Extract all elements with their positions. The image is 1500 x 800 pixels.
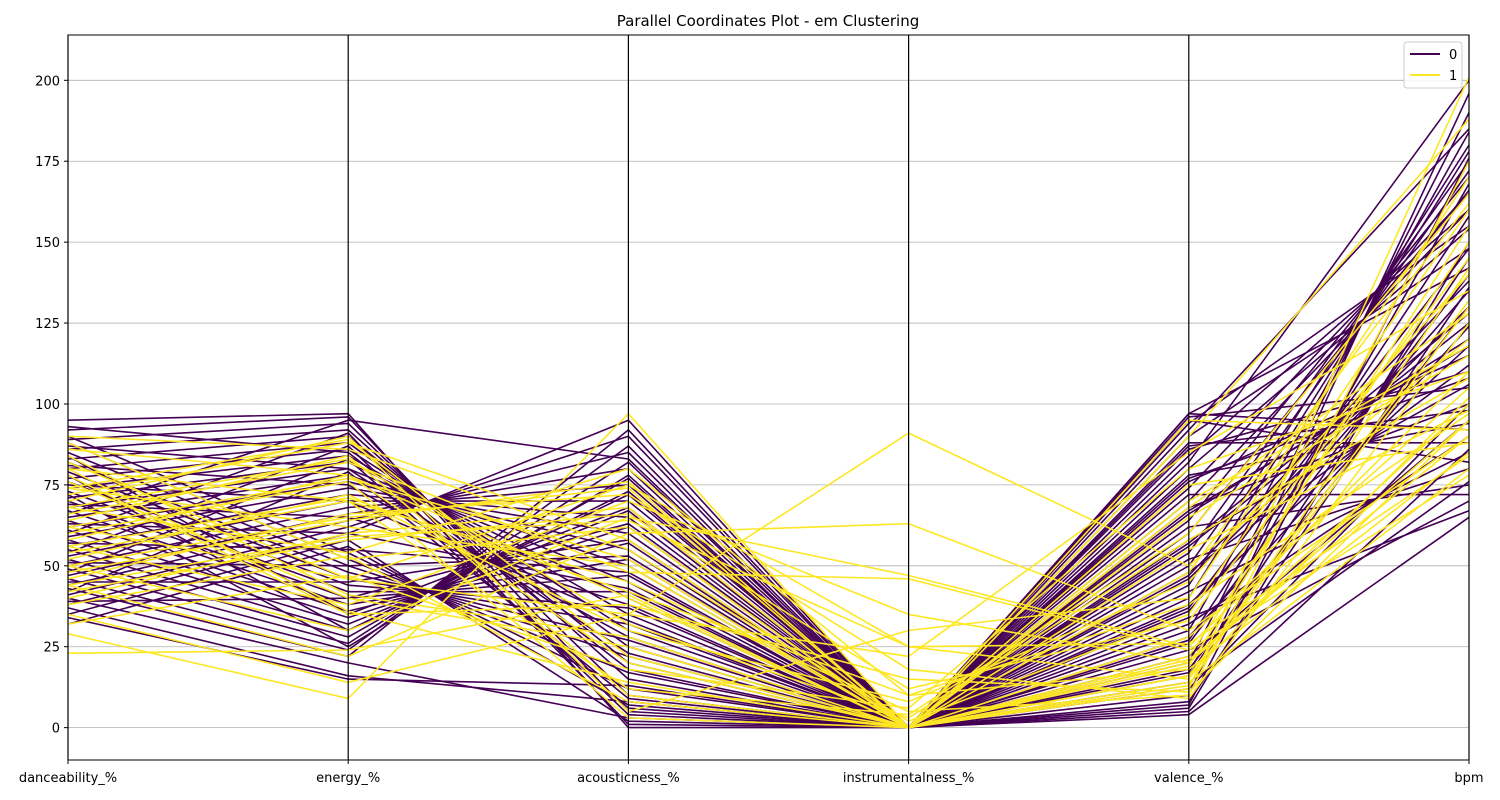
series-0-line	[67, 338, 1470, 729]
x-tick-label: bpm	[1454, 771, 1483, 786]
plot-area	[67, 34, 1470, 761]
y-tick-label: 75	[43, 479, 60, 494]
series-1-line	[67, 371, 1470, 648]
y-tick-label: 200	[35, 74, 60, 89]
series-1-line	[67, 461, 1470, 651]
series-1-line	[67, 370, 1470, 710]
series-0-line	[67, 484, 1470, 729]
series-0-line	[67, 160, 1470, 729]
x-axis-labels: danceability_% energy_% acousticness_% inst…	[19, 760, 1484, 786]
series-1-line	[67, 257, 1470, 690]
x-tick-label: valence_%	[1154, 771, 1224, 786]
series-0-line	[67, 209, 1470, 729]
series-0-line	[67, 176, 1470, 729]
y-tick-label: 125	[35, 317, 60, 332]
series-0-line	[67, 409, 1470, 729]
series-0-line	[67, 377, 1470, 729]
y-tick-label: 0	[52, 722, 60, 737]
series-1-line	[67, 435, 1470, 729]
series-1-line	[67, 299, 1470, 729]
legend: 0 1	[1403, 41, 1463, 89]
x-tick-label: energy_%	[316, 771, 380, 786]
series-0-line	[67, 412, 1470, 729]
series-1-lines	[67, 76, 1470, 729]
series-1-line	[67, 419, 1470, 693]
y-tick-label: 175	[35, 155, 60, 170]
y-tick-label: 100	[35, 398, 60, 413]
series-1-line	[67, 225, 1470, 729]
series-0-line	[67, 364, 1470, 729]
series-1-line	[67, 267, 1470, 729]
y-tick-label: 150	[35, 236, 60, 251]
series-1-line	[67, 396, 1470, 729]
legend-label-1: 1	[1449, 69, 1457, 84]
plot-frame	[67, 34, 1470, 761]
series-0-line	[67, 412, 1470, 729]
series-1-line	[67, 290, 1470, 658]
series-1-line	[67, 377, 1470, 719]
x-tick-label: acousticness_%	[577, 771, 680, 786]
series-0-line	[67, 247, 1470, 729]
series-0-line	[67, 448, 1470, 729]
series-0-line	[67, 306, 1470, 729]
series-0-line	[67, 322, 1470, 729]
series-0-line	[67, 193, 1470, 729]
series-0-line	[67, 79, 1470, 729]
series-1-line	[67, 419, 1470, 729]
chart-title: Parallel Coordinates Plot - em Clusterin…	[617, 12, 920, 30]
y-axis-ticks: 0 25 50 75 100 125 150 175 200	[35, 74, 68, 737]
series-1-line	[67, 202, 1470, 729]
y-tick-label: 25	[43, 641, 60, 656]
x-tick-label: instrumentalness_%	[843, 771, 975, 786]
series-0-line	[67, 290, 1470, 729]
series-0-line	[67, 345, 1470, 729]
y-tick-label: 50	[43, 560, 60, 575]
series-1-line	[67, 435, 1470, 658]
series-1-line	[67, 312, 1470, 729]
series-1-line	[67, 193, 1470, 716]
series-0-line	[67, 354, 1470, 729]
series-1-line	[67, 403, 1470, 729]
legend-label-0: 0	[1449, 48, 1457, 63]
x-tick-label: danceability_%	[19, 771, 117, 786]
series-0-line	[67, 215, 1470, 729]
series-0-line	[67, 435, 1470, 729]
series-0-line	[67, 419, 1470, 729]
series-1-line	[67, 118, 1470, 729]
series-1-line	[67, 160, 1470, 713]
